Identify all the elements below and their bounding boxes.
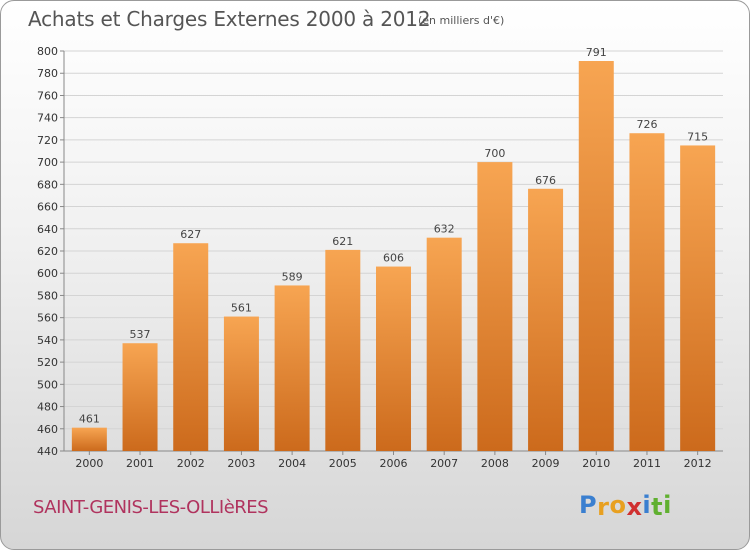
y-tick-label: 580 — [37, 289, 58, 302]
data-label: 632 — [434, 223, 455, 236]
bar — [122, 343, 158, 451]
bar — [223, 316, 259, 451]
x-tick-label: 2011 — [633, 457, 661, 470]
logo-letter: x — [626, 493, 643, 521]
bar — [274, 285, 310, 451]
data-label: 461 — [79, 413, 100, 426]
bar — [629, 133, 665, 451]
data-label: 700 — [484, 147, 505, 160]
x-tick-label: 2007 — [430, 457, 458, 470]
chart-title: Achats et Charges Externes 2000 à 2012 — [28, 7, 431, 31]
bar — [477, 162, 513, 451]
y-tick-label: 520 — [37, 356, 58, 369]
y-tick-label: 800 — [37, 45, 58, 58]
bar — [325, 249, 361, 451]
y-tick-label: 760 — [37, 89, 58, 102]
logo-letter: t — [651, 493, 664, 521]
data-label: 561 — [231, 302, 252, 315]
data-label: 726 — [636, 118, 657, 131]
logo-letter: o — [609, 491, 627, 519]
x-tick-label: 2002 — [177, 457, 205, 470]
x-tick-label: 2010 — [582, 457, 610, 470]
y-tick-label: 740 — [37, 112, 58, 125]
data-label: 537 — [130, 328, 151, 341]
bar — [426, 237, 462, 451]
proxiti-logo: Proxiti — [579, 491, 672, 521]
y-tick-label: 700 — [37, 156, 58, 169]
logo-letter: i — [663, 491, 672, 519]
bar — [680, 145, 716, 451]
x-tick-label: 2004 — [278, 457, 306, 470]
commune-name: SAINT-GENIS-LES-OLLIèRES — [33, 497, 269, 518]
data-label: 627 — [180, 228, 201, 241]
logo-letter: i — [642, 491, 652, 519]
bar — [173, 243, 209, 451]
y-tick-label: 480 — [37, 401, 58, 414]
data-label: 621 — [332, 235, 353, 248]
x-tick-label: 2012 — [684, 457, 712, 470]
y-tick-label: 500 — [37, 378, 58, 391]
x-tick-label: 2005 — [329, 457, 357, 470]
y-tick-label: 640 — [37, 223, 58, 236]
y-tick-label: 680 — [37, 178, 58, 191]
data-label: 606 — [383, 252, 404, 265]
data-label: 589 — [282, 270, 303, 283]
logo-letter: P — [579, 491, 598, 519]
y-tick-label: 720 — [37, 134, 58, 147]
y-tick-label: 780 — [37, 67, 58, 80]
x-tick-label: 2009 — [532, 457, 560, 470]
x-tick-label: 2001 — [126, 457, 154, 470]
y-tick-label: 620 — [37, 245, 58, 258]
y-tick-label: 440 — [37, 445, 58, 458]
y-tick-label: 660 — [37, 201, 58, 214]
y-tick-label: 540 — [37, 334, 58, 347]
chart-subtitle: (en milliers d'€) — [418, 14, 505, 27]
data-label: 791 — [586, 46, 607, 59]
bar — [376, 266, 411, 451]
data-label: 715 — [687, 130, 708, 143]
x-tick-label: 2006 — [380, 457, 408, 470]
data-label: 676 — [535, 174, 556, 187]
x-tick-label: 2008 — [481, 457, 509, 470]
x-tick-label: 2003 — [227, 457, 255, 470]
logo-letter: r — [597, 493, 610, 521]
bar — [71, 427, 107, 451]
y-tick-label: 460 — [37, 423, 58, 436]
y-tick-label: 600 — [37, 267, 58, 280]
bar — [578, 61, 614, 451]
y-tick-label: 560 — [37, 312, 58, 325]
x-tick-label: 2000 — [75, 457, 103, 470]
bar — [528, 188, 564, 451]
